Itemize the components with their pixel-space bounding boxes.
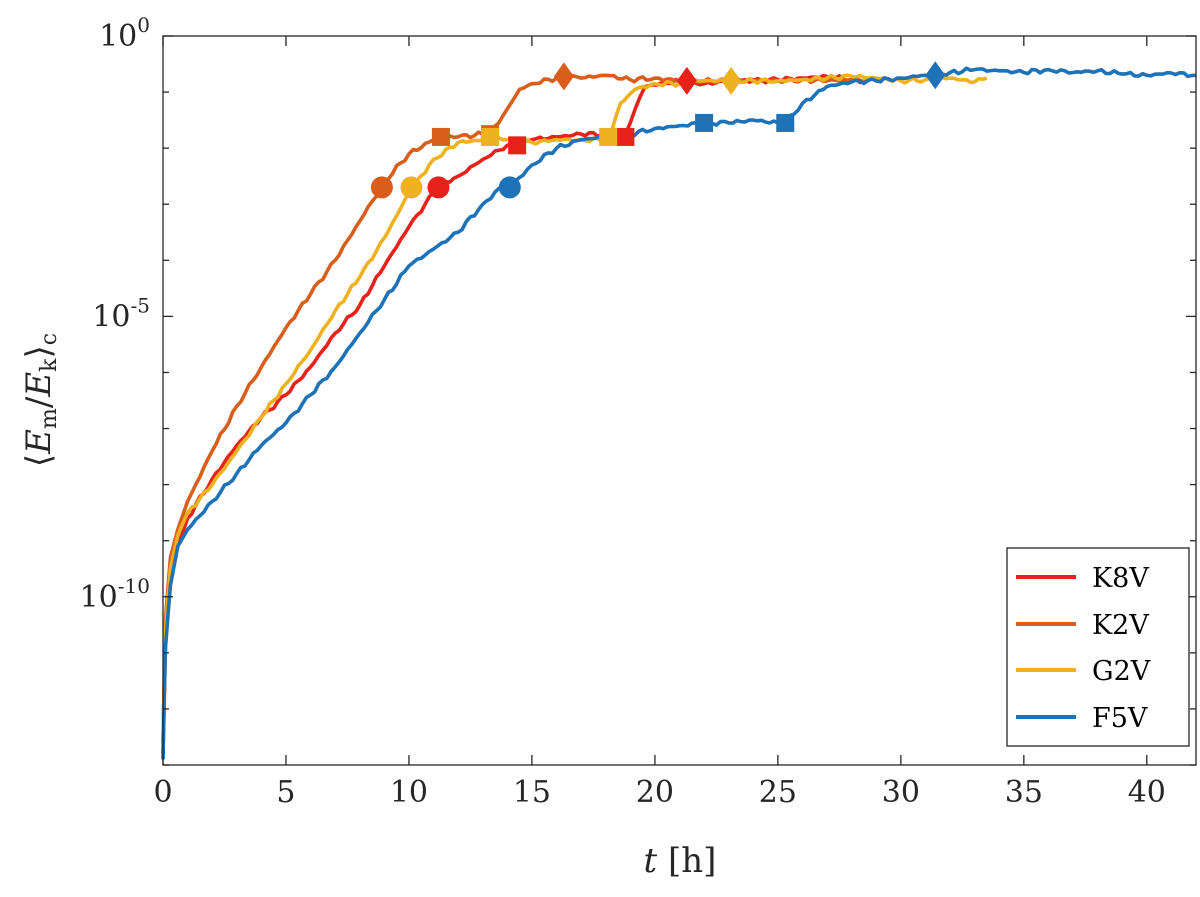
data-marker-circle [370,176,393,199]
legend-label: K2V [1092,610,1149,641]
x-tick-label: 15 [513,775,551,810]
data-marker-circle [400,176,423,199]
legend-label: K8V [1092,563,1149,594]
marker-layer [370,61,946,199]
y-tick-label: 100 [99,13,150,54]
data-marker-square [776,113,795,132]
data-marker-circle [498,176,521,199]
data-marker-square [508,136,527,155]
x-tick-label: 30 [882,775,920,810]
x-tick-label: 10 [390,775,428,810]
data-marker-diamond [721,66,742,95]
series-line-k2v [161,73,878,743]
x-tick-label: 35 [1005,775,1043,810]
data-marker-square [481,127,500,146]
plot-frame [162,35,1197,766]
data-marker-diamond [925,61,946,90]
data-marker-circle [427,176,450,199]
data-marker-square [431,127,450,146]
x-tick-label: 0 [153,775,172,810]
legend-label: G2V [1092,656,1151,687]
x-tick-label: 20 [636,775,674,810]
legend: K8V K2V G2V F5V [1006,547,1190,747]
x-tick-label: 25 [759,775,797,810]
tick-layer: 0 5 10 15 20 25 30 35 40 10-10 10-5 100 [80,13,1196,810]
series-line-f5v [161,66,1197,760]
legend-box [1006,547,1190,747]
data-marker-square [695,113,714,132]
legend-label: F5V [1092,703,1148,734]
y-axis-label: ⟨Em/Ek⟩c [19,333,62,467]
data-marker-square [616,127,635,146]
data-marker-diamond [676,66,697,95]
y-tick-label: 10-10 [80,574,150,615]
x-axis-label: t [h] [644,841,717,881]
series-layer [161,66,1197,760]
x-tick-label: 40 [1128,775,1166,810]
x-tick-label: 5 [276,775,295,810]
y-tick-label: 10-5 [92,293,150,334]
data-marker-square [599,127,618,146]
data-marker-diamond [553,62,574,91]
